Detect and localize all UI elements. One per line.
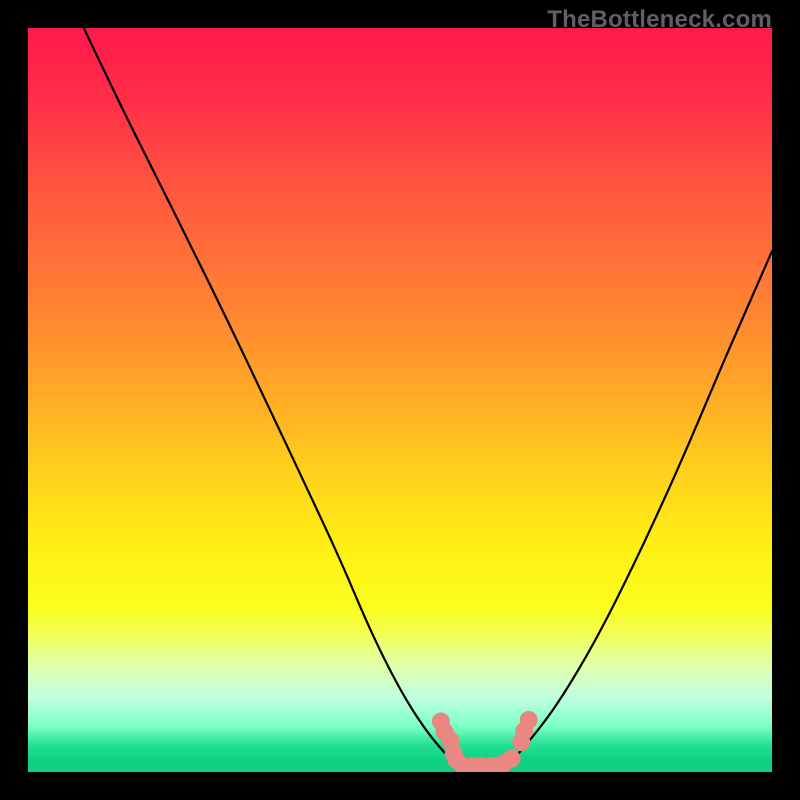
chart-background-gradient [28,28,772,772]
valley-marker [503,750,521,768]
plot-area [28,28,772,772]
chart-stage: TheBottleneck.com [0,0,800,800]
valley-marker [520,711,538,729]
bottleneck-chart [28,28,772,772]
watermark-text: TheBottleneck.com [547,6,772,34]
